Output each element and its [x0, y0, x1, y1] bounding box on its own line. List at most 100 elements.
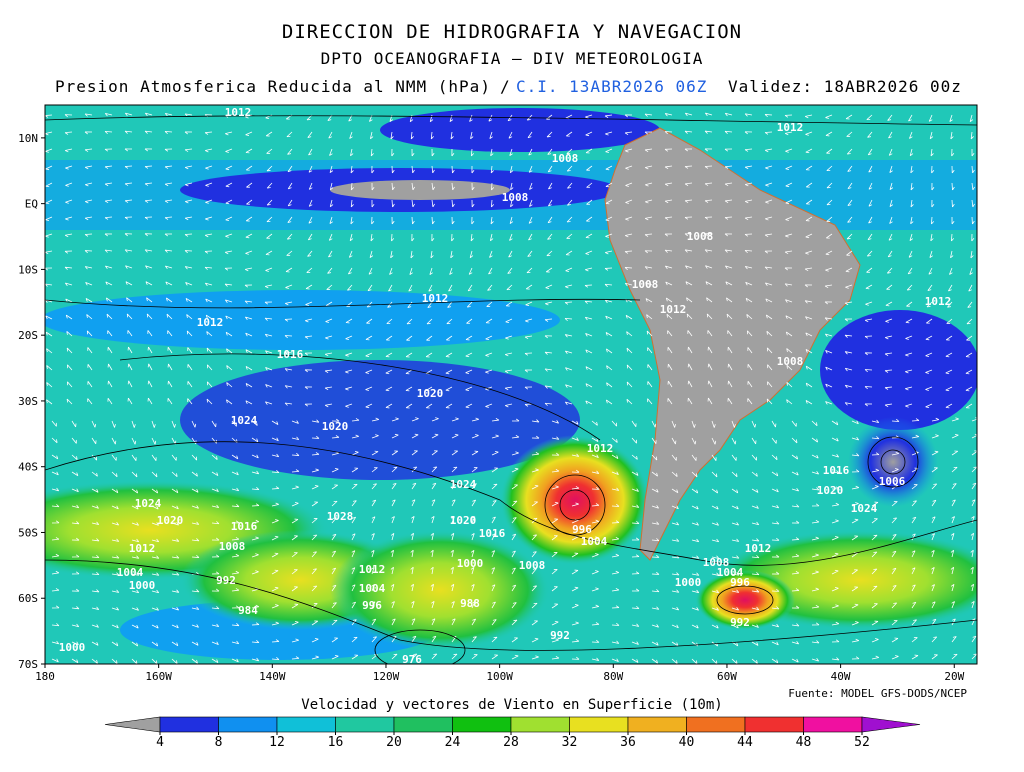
wind-arrow	[65, 314, 73, 320]
wind-arrow	[724, 165, 733, 169]
wind-arrow	[664, 182, 673, 187]
wind-arrow	[311, 484, 319, 490]
wind-arrow	[191, 471, 198, 477]
wind-arrow	[504, 352, 513, 357]
isobar-label: 984	[238, 604, 258, 617]
wind-arrow	[471, 467, 478, 473]
wind-arrow	[447, 301, 453, 308]
wind-arrow	[866, 114, 873, 121]
wind-arrow	[311, 419, 320, 423]
wind-arrow	[184, 165, 193, 170]
wind-arrow	[744, 265, 753, 270]
wind-arrow	[531, 501, 538, 507]
wind-arrow	[245, 148, 253, 154]
wind-arrow	[831, 486, 840, 490]
wind-arrow	[251, 470, 260, 475]
wind-arrow	[451, 466, 458, 473]
wind-arrow	[544, 385, 553, 389]
wind-arrow	[508, 131, 513, 139]
wind-arrow	[291, 420, 299, 424]
wind-arrow	[265, 350, 273, 354]
wind-arrow	[469, 114, 473, 122]
wind-arrow	[571, 569, 579, 575]
wind-arrow	[786, 348, 793, 354]
wind-arrow	[211, 537, 220, 541]
wind-arrow	[411, 233, 415, 242]
wind-arrow	[147, 363, 153, 371]
wind-arrow	[205, 165, 213, 170]
wind-arrow	[46, 382, 53, 388]
wind-arrow	[624, 233, 633, 238]
wind-arrow	[868, 165, 873, 173]
wind-arrow	[184, 148, 193, 152]
wind-arrow	[724, 233, 733, 237]
wind-arrow	[84, 113, 93, 117]
wind-arrow	[271, 437, 279, 442]
wind-arrow	[91, 641, 99, 646]
wind-arrow	[646, 330, 653, 337]
wind-arrow	[726, 313, 733, 320]
wind-arrow	[445, 369, 453, 375]
wind-arrow	[206, 364, 213, 371]
wind-arrow	[491, 636, 498, 643]
wind-arrow	[846, 233, 853, 240]
wind-arrow	[731, 572, 740, 576]
isobar-label: 1016	[823, 464, 850, 477]
wind-arrow	[671, 538, 680, 542]
colorbar-tick-label: 32	[562, 735, 578, 750]
wind-arrow	[264, 333, 273, 338]
wind-arrow	[471, 450, 479, 456]
wind-arrow	[731, 522, 739, 526]
wind-arrow	[727, 363, 733, 371]
wind-arrow	[411, 450, 418, 456]
wind-arrow	[430, 532, 434, 541]
wind-arrow	[671, 505, 679, 510]
isobar-label: 1012	[197, 316, 224, 329]
wind-arrow	[885, 301, 893, 307]
wind-arrow	[811, 454, 819, 459]
wind-arrow	[105, 281, 113, 286]
isobar-label: 988	[460, 597, 480, 610]
wind-arrow	[365, 352, 373, 358]
wind-arrow	[449, 114, 454, 123]
wind-arrow	[431, 499, 436, 507]
colorbar-title: Velocidad y vectores de Viento en Superf…	[301, 697, 722, 713]
wind-arrow	[151, 437, 157, 445]
wind-arrow	[551, 436, 560, 440]
wind-arrow	[529, 182, 533, 190]
wind-arrow	[791, 640, 800, 645]
wind-arrow	[626, 331, 633, 337]
colorbar-tick-label: 48	[796, 735, 812, 750]
isobar-label: 996	[730, 576, 750, 589]
wind-arrow	[631, 420, 637, 428]
wind-arrow	[910, 216, 914, 225]
wind-arrow	[51, 570, 60, 575]
wind-arrow	[471, 216, 475, 225]
wind-arrow	[204, 131, 213, 135]
isobar-label: 1008	[777, 355, 804, 368]
wind-arrow	[751, 471, 758, 477]
wind-arrow	[811, 519, 820, 524]
wind-arrow	[491, 550, 496, 558]
wind-arrow	[211, 571, 220, 575]
isobar	[45, 298, 641, 309]
wind-arrow	[765, 182, 773, 187]
wind-arrow	[546, 250, 553, 257]
wind-arrow	[491, 533, 496, 541]
wind-arrow	[405, 369, 413, 375]
wind-arrow	[871, 568, 878, 575]
wind-arrow	[727, 346, 733, 354]
wind-arrow	[308, 165, 313, 173]
wind-arrow	[265, 267, 273, 272]
wind-arrow	[84, 131, 93, 135]
wind-arrow	[51, 420, 57, 427]
wind-arrow	[91, 454, 98, 461]
isobar-label: 1004	[359, 582, 386, 595]
wind-arrow	[851, 518, 859, 524]
wind-arrow	[591, 587, 599, 592]
wind-arrow	[624, 114, 633, 118]
wind-arrow	[705, 281, 713, 286]
wind-arrow	[245, 400, 253, 405]
wind-arrow	[771, 606, 780, 610]
wind-arrow	[831, 604, 839, 609]
